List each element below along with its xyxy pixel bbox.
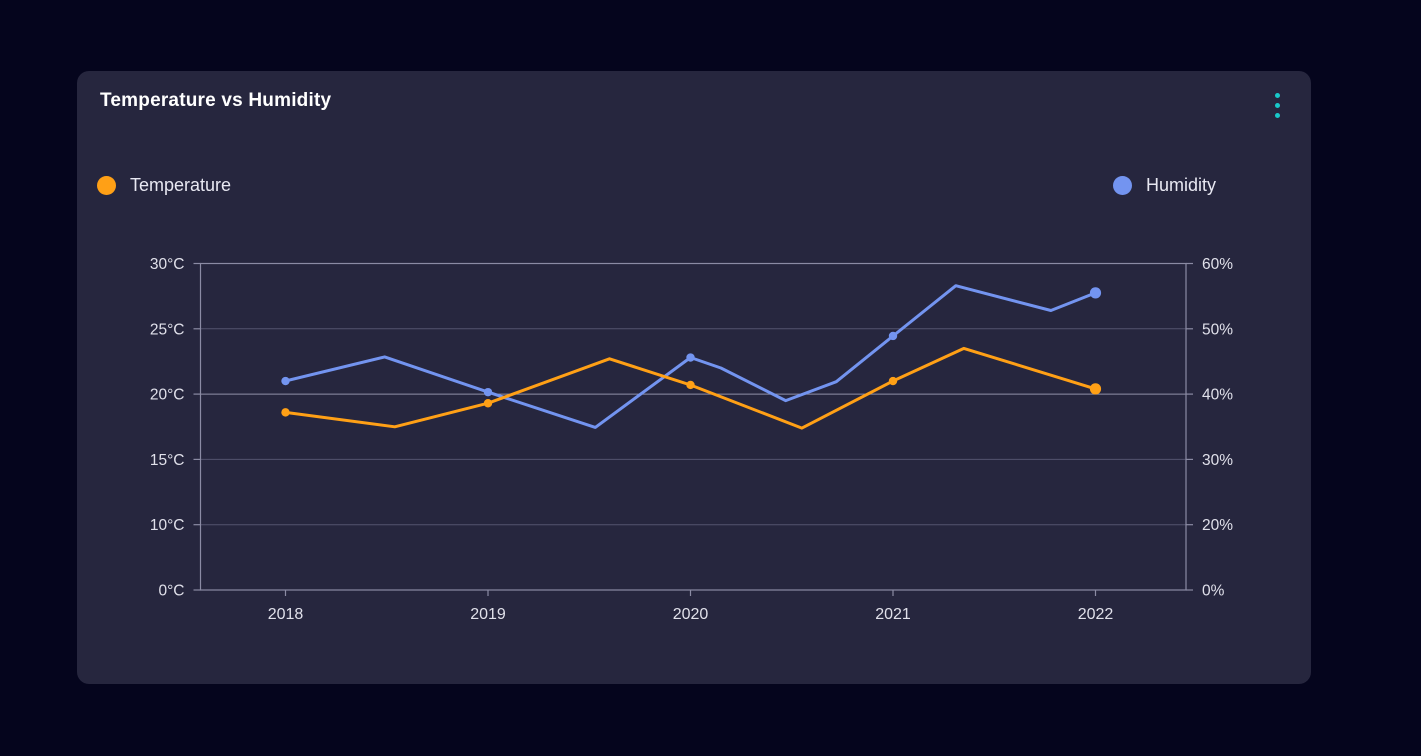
left-axis-label: 30°C — [150, 256, 185, 273]
humidity-data-point-marker — [888, 331, 898, 341]
humidity-data-point-marker — [1089, 287, 1102, 299]
x-axis-label: 2022 — [1078, 606, 1114, 623]
temperature-data-point-marker — [1089, 383, 1102, 395]
legend-item-temperature[interactable]: Temperature — [97, 175, 231, 196]
chart-title: Temperature vs Humidity — [100, 90, 332, 111]
temperature-data-point-marker — [281, 408, 290, 417]
x-axis-label: 2019 — [470, 606, 506, 623]
temperature-data-point-marker — [483, 399, 493, 408]
legend-label-temperature: Temperature — [130, 175, 232, 195]
legend-dot-temperature-icon — [97, 176, 116, 195]
humidity-data-point-marker — [281, 376, 290, 386]
right-axis-label: 0% — [1202, 583, 1225, 600]
humidity-data-point-marker — [686, 353, 695, 362]
kebab-menu-icon — [1274, 112, 1280, 118]
legend-item-humidity[interactable]: Humidity — [1113, 175, 1216, 196]
kebab-menu-icon — [1274, 102, 1280, 108]
temperature-humidity-line-chart: 30°C 60% 25°C 50% 20°C 40% 15°C 30% 10°C 20% 0°C 0%… — [150, 256, 1233, 623]
right-axis-label: 60% — [1202, 256, 1233, 273]
temperature-data-point-marker — [888, 376, 898, 386]
left-axis-label: 10°C — [150, 517, 185, 534]
humidity-data-point-marker — [483, 387, 493, 397]
more-options-button[interactable] — [1265, 83, 1289, 127]
left-axis-label: 20°C — [150, 387, 185, 404]
x-axis-label: 2021 — [875, 606, 911, 623]
right-axis-label: 50% — [1202, 321, 1233, 338]
chart-card: Temperature vs Humidity Temperature Humi… — [77, 71, 1311, 684]
kebab-menu-icon — [1274, 92, 1280, 98]
left-axis-label: 25°C — [150, 321, 185, 338]
humidity-line — [284, 284, 1097, 429]
right-axis-label: 40% — [1202, 387, 1233, 404]
x-axis-label: 2020 — [673, 606, 709, 623]
temperature-data-point-marker — [686, 380, 695, 390]
plot-border — [199, 262, 1187, 591]
left-axis-label: 0°C — [158, 583, 184, 600]
legend-dot-humidity-icon — [1113, 176, 1132, 195]
x-axis-label: 2018 — [268, 606, 304, 623]
right-axis-label: 30% — [1202, 452, 1233, 469]
right-axis-label: 20% — [1202, 517, 1233, 534]
left-axis-label: 15°C — [150, 452, 185, 469]
legend-label-humidity: Humidity — [1146, 175, 1217, 195]
